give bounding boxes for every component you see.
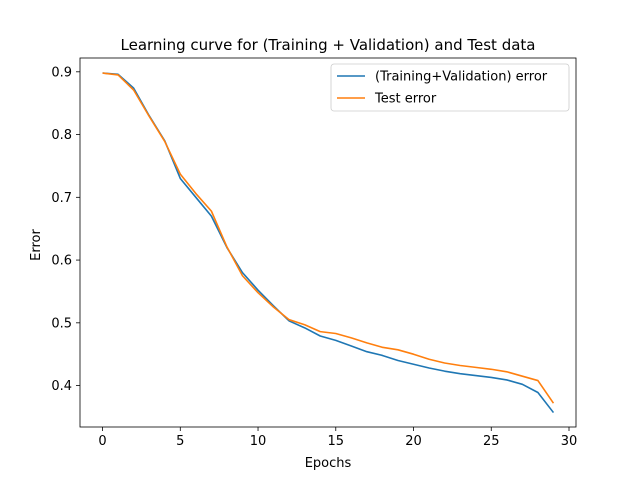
x-tick-label: 30 — [561, 434, 578, 449]
legend-label-2: Test error — [374, 92, 437, 107]
series-line-1 — [102, 72, 555, 414]
chart-title: Learning curve for (Training + Validatio… — [121, 36, 536, 54]
y-tick-label: 0.5 — [51, 316, 72, 331]
legend-box — [330, 63, 570, 112]
plot-area: 0 5 10 15 20 25 30 0.4 0.5 0.6 0.7 0.8 0.9 (Training+… — [51, 57, 578, 449]
x-tick-label: 5 — [176, 434, 184, 449]
y-axis-label: Error — [29, 229, 44, 261]
x-tick-label: 25 — [483, 434, 500, 449]
legend-label-1: (Training+Validation) error — [375, 70, 548, 85]
x-tick-label: 10 — [250, 434, 267, 449]
axes-frame — [79, 57, 577, 428]
x-tick-label: 0 — [98, 434, 106, 449]
y-tick-label: 0.8 — [51, 128, 72, 143]
x-axis-label: Epochs — [305, 456, 352, 471]
y-tick-label: 0.7 — [51, 191, 72, 206]
y-tick-label: 0.9 — [51, 65, 72, 80]
series-line-2 — [102, 72, 555, 404]
x-tick-label: 20 — [405, 434, 422, 449]
y-tick-label: 0.4 — [51, 379, 72, 394]
x-tick-label: 15 — [328, 434, 345, 449]
y-tick-label: 0.6 — [51, 254, 72, 269]
